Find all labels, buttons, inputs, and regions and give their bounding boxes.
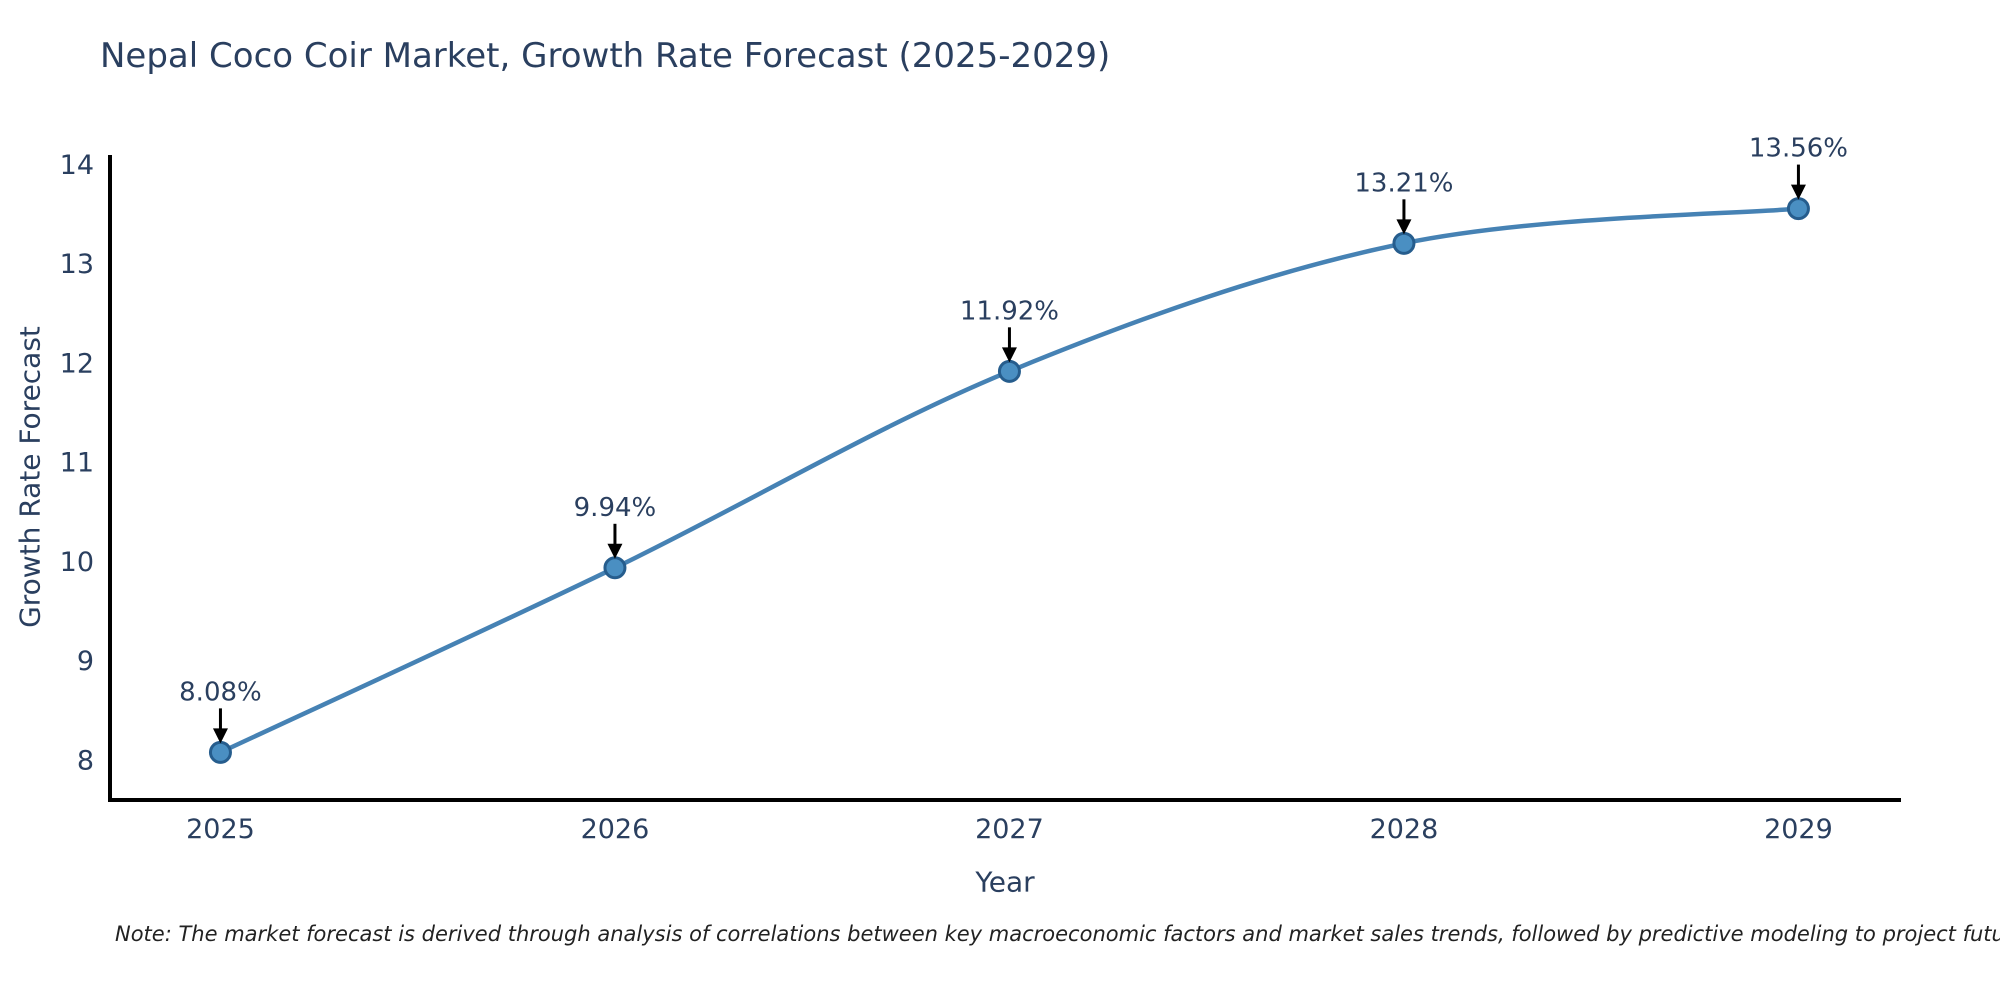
annotation-label: 13.21% [1354,168,1453,198]
y-tick-label: 10 [60,547,94,578]
data-point-marker[interactable] [1786,197,1810,221]
annotation-label: 13.56% [1749,134,1848,164]
y-tick-label: 9 [77,646,94,677]
x-tick-label: 2027 [975,814,1044,845]
footnote: Note: The market forecast is derived thr… [115,922,2000,946]
x-tick-label: 2029 [1764,814,1833,845]
annotation-arrow-head [1396,219,1412,235]
y-tick-label: 11 [60,448,94,479]
annotation-arrow-head [607,543,623,559]
annotation-label: 8.08% [179,677,262,707]
data-point-marker[interactable] [1392,231,1416,255]
x-tick-label: 2025 [186,814,255,845]
data-point-marker[interactable] [208,740,232,764]
chart-title: Nepal Coco Coir Market, Growth Rate Fore… [100,36,1111,76]
x-axis-title: Year [975,865,1035,899]
data-point-marker[interactable] [997,359,1021,383]
annotation-arrow-head [1001,347,1017,363]
annotation-label: 9.94% [574,493,657,523]
annotation-arrow-head [1790,184,1806,200]
series-line [218,206,1801,755]
annotation-label: 11.92% [960,296,1059,326]
x-tick-label: 2028 [1370,814,1439,845]
annotation-arrow-head [212,728,228,744]
y-tick-label: 13 [60,249,94,280]
y-tick-label: 14 [60,150,94,181]
data-point-marker[interactable] [603,556,627,580]
x-tick-label: 2026 [581,814,650,845]
y-tick-label: 8 [77,745,94,776]
y-tick-label: 12 [60,348,94,379]
